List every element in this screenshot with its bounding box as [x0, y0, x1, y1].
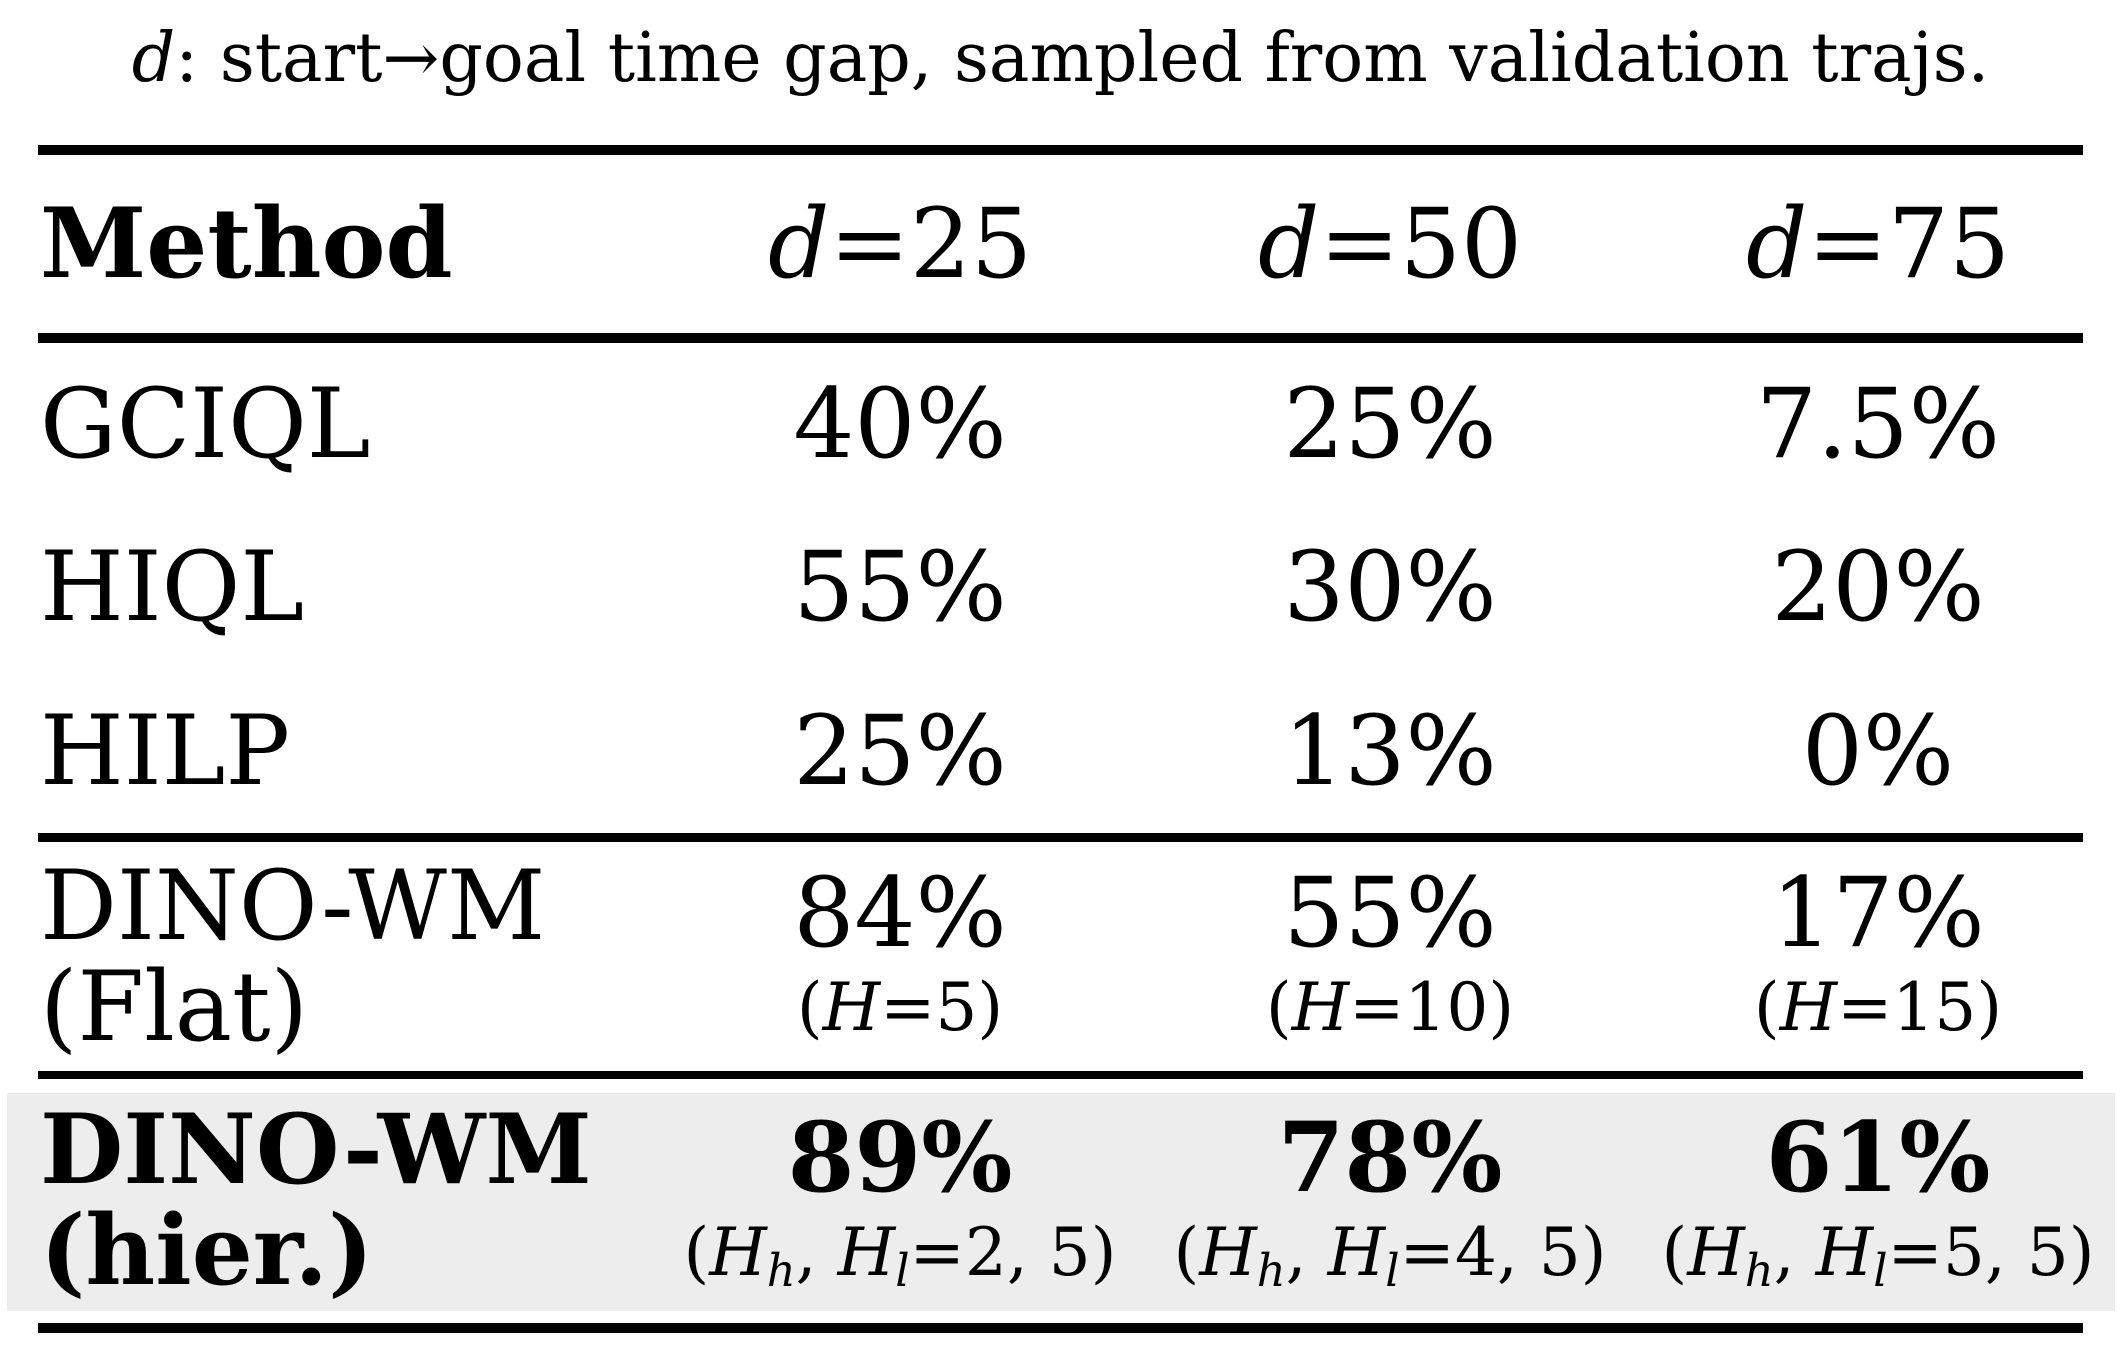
value-cell: 40%	[793, 368, 1007, 481]
success-rate: 78%	[1277, 1101, 1503, 1215]
table-row-hilp: HILP 25% 13% 0%	[0, 669, 2121, 833]
value-cell: 55% (H=10)	[1145, 856, 1635, 1051]
value-cell: 17% (H=15)	[1635, 856, 2121, 1051]
method-name-line1: DINO-WM	[40, 1093, 592, 1207]
method-cell: GCIQL	[40, 368, 371, 481]
value-cell: 7.5%	[1756, 368, 2000, 481]
value-cell: 61% (Hh, Hl=5, 5)	[1635, 1106, 2121, 1295]
method-cell: DINO-WM (hier.)	[0, 1093, 655, 1307]
method-name-line2: (Flat)	[40, 950, 309, 1063]
value-cell: 55%	[793, 531, 1007, 644]
value-cell: 78% (Hh, Hl=4, 5)	[1145, 1106, 1635, 1295]
caption-text: : start→goal time gap, sampled from vali…	[175, 19, 1990, 98]
rule-top	[38, 145, 2083, 155]
header-d25: d=25	[767, 187, 1033, 300]
table-header-row: Method d=25 d=50 d=75	[0, 155, 2121, 333]
table-row-dino-wm-flat: DINO-WM (Flat) 84% (H=5) 55% (H=10) 17% …	[0, 842, 2121, 1071]
method-cell: DINO-WM (Flat)	[0, 849, 655, 1063]
highlight-band	[7, 1093, 2115, 1311]
value-cell: 30%	[1283, 531, 1497, 644]
success-rate: 55%	[1283, 856, 1497, 969]
header-method: Method	[40, 186, 453, 300]
table-row-hiql: HIQL 55% 30% 20%	[0, 506, 2121, 669]
horizon-config: (Hh, Hl=5, 5)	[1661, 1213, 2095, 1298]
value-cell: 84% (H=5)	[655, 856, 1145, 1051]
value-cell: 89% (Hh, Hl=2, 5)	[655, 1106, 1145, 1295]
method-name-line2: (hier.)	[40, 1194, 374, 1307]
header-d50: d=50	[1257, 187, 1523, 300]
horizon-config: (Hh, Hl=4, 5)	[1173, 1213, 1607, 1298]
rule-bottom	[38, 1323, 2083, 1333]
success-rate: 89%	[787, 1101, 1013, 1215]
method-cell: HILP	[40, 694, 290, 807]
rule-below-header	[38, 333, 2083, 343]
value-cell: 13%	[1283, 694, 1497, 807]
table-caption: d: start→goal time gap, sampled from val…	[0, 16, 2121, 101]
horizon-config: (Hh, Hl=2, 5)	[683, 1213, 1117, 1298]
horizon-config: (H=5)	[796, 969, 1004, 1047]
method-name-line1: DINO-WM	[40, 849, 546, 962]
success-rate: 61%	[1765, 1101, 1991, 1215]
rule-above-hier	[38, 1071, 2083, 1079]
caption-variable: d	[131, 19, 176, 98]
value-cell: 25%	[1283, 368, 1497, 481]
method-cell: HIQL	[40, 531, 305, 644]
table-row-gciql: GCIQL 40% 25% 7.5%	[0, 343, 2121, 506]
rule-above-flat	[38, 833, 2083, 842]
horizon-config: (H=15)	[1753, 969, 2003, 1047]
success-rate: 84%	[793, 856, 1007, 969]
table-row-dino-wm-hier: DINO-WM (hier.) 89% (Hh, Hl=2, 5) 78% (H…	[0, 1079, 2121, 1323]
value-cell: 25%	[793, 694, 1007, 807]
horizon-config: (H=10)	[1265, 969, 1515, 1047]
header-d75: d=75	[1745, 187, 2011, 300]
value-cell: 0%	[1801, 694, 1955, 807]
value-cell: 20%	[1771, 531, 1985, 644]
success-rate: 17%	[1771, 856, 1985, 969]
